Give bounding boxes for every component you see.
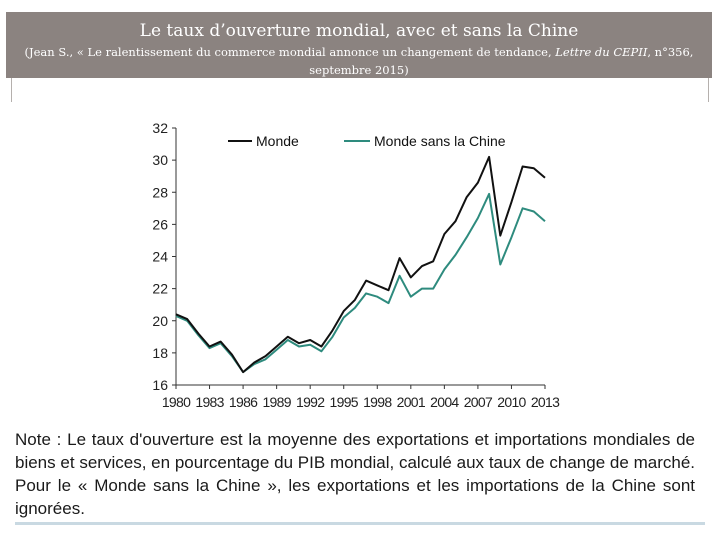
header-edge-right xyxy=(708,78,709,102)
x-tick-label: 2007 xyxy=(464,394,493,410)
y-tick-label: 22 xyxy=(152,281,168,297)
legend-label-monde-sans-chine: Monde sans la Chine xyxy=(374,133,506,149)
chart-note: Note : Le taux d'ouverture est la moyenn… xyxy=(15,430,695,518)
x-tick-label: 1986 xyxy=(229,394,258,410)
y-tick-label: 16 xyxy=(152,377,168,393)
series-line-monde-sans-chine xyxy=(175,192,546,374)
header-edge-left xyxy=(11,78,12,102)
slide-header: Le taux d’ouverture mondial, avec et san… xyxy=(6,12,712,78)
slide-title: Le taux d’ouverture mondial, avec et san… xyxy=(139,21,579,41)
x-tick-label: 1995 xyxy=(330,394,359,410)
x-tick-label: 2004 xyxy=(430,394,459,410)
y-ticks: 16 18 20 22 24 26 28 30 32 xyxy=(152,120,176,393)
x-tick-label: 1998 xyxy=(363,394,392,410)
x-tick-label: 2013 xyxy=(531,394,560,410)
bottom-rule xyxy=(15,522,705,525)
subtitle-issue: , n°356, septembre 2015) xyxy=(309,45,694,77)
series-line-monde xyxy=(175,155,546,374)
subtitle-publication: Lettre du CEPII xyxy=(555,45,648,59)
legend: Monde Monde sans la Chine xyxy=(228,133,506,149)
y-tick-label: 28 xyxy=(152,184,168,200)
series-lines xyxy=(175,155,546,374)
subtitle-source: (Jean S., « Le ralentissement du commerc… xyxy=(24,45,556,59)
y-tick-label: 26 xyxy=(152,216,168,232)
x-tick-label: 2001 xyxy=(397,394,426,410)
y-tick-label: 24 xyxy=(152,249,168,265)
x-tick-label: 1983 xyxy=(195,394,224,410)
y-tick-label: 20 xyxy=(152,313,168,329)
x-ticks: 1980 1983 1986 1989 1992 1995 1998 2001 2004 2007… xyxy=(162,385,561,410)
x-tick-label: 1992 xyxy=(296,394,325,410)
legend-label-monde: Monde xyxy=(256,133,299,149)
x-tick-label: 1980 xyxy=(162,394,191,410)
x-tick-label: 1989 xyxy=(262,394,291,410)
x-tick-label: 2010 xyxy=(497,394,526,410)
slide-subtitle: (Jean S., « Le ralentissement du commerc… xyxy=(18,43,700,79)
y-tick-label: 30 xyxy=(152,152,168,168)
y-tick-label: 32 xyxy=(152,120,168,136)
y-tick-label: 18 xyxy=(152,345,168,361)
